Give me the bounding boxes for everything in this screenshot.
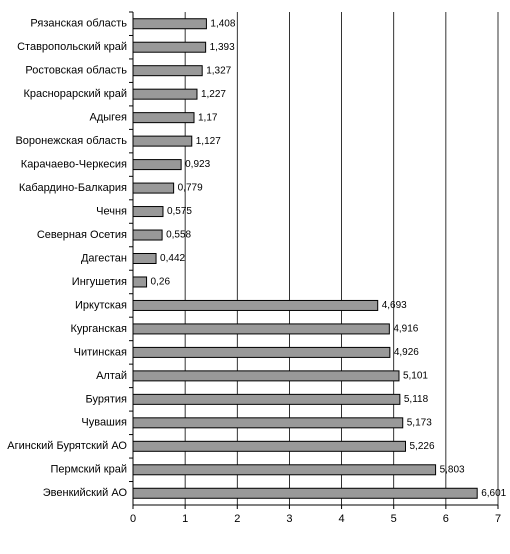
- bar: [132, 323, 390, 335]
- y-tick-label: Адыгея: [89, 112, 127, 124]
- y-tick-label: Ставропольский край: [17, 41, 127, 53]
- bar: [132, 112, 195, 124]
- x-tick-label: 3: [286, 513, 292, 525]
- y-tick-label: Чувашия: [81, 417, 127, 429]
- value-label: 1,408: [210, 18, 235, 29]
- x-tick-label: 6: [443, 513, 449, 525]
- bar: [132, 299, 379, 311]
- bar: [132, 18, 207, 30]
- bar: [132, 464, 437, 476]
- y-tick-label: Дагестан: [81, 252, 127, 264]
- y-tick-label: Иркутская: [75, 299, 127, 311]
- y-tick-label: Читинская: [74, 346, 127, 358]
- bar: [132, 253, 157, 264]
- value-label: 5,173: [407, 417, 432, 428]
- bar: [132, 440, 406, 452]
- value-label: 1,393: [210, 42, 235, 53]
- bar: [132, 229, 163, 241]
- bar: [132, 159, 182, 171]
- value-label: 5,118: [404, 394, 429, 405]
- y-tick-label: Пермский край: [50, 464, 127, 476]
- bar: [132, 65, 203, 77]
- value-label: 0,26: [151, 277, 171, 288]
- value-label: 1,127: [196, 136, 221, 147]
- bar: [132, 41, 207, 53]
- y-tick-label: Ингушетия: [72, 276, 127, 288]
- y-tick-label: Курганская: [71, 323, 128, 335]
- bar: [132, 135, 193, 147]
- x-tick-label: 1: [182, 513, 188, 525]
- x-tick-label: 5: [391, 513, 397, 525]
- value-label: 0,923: [185, 159, 210, 170]
- value-label: 0,575: [167, 206, 192, 217]
- value-label: 0,442: [160, 253, 185, 264]
- bar: [132, 182, 175, 194]
- x-tick-label: 0: [130, 513, 136, 525]
- bar: [132, 487, 478, 499]
- value-label: 6,601: [481, 488, 506, 499]
- bar: [132, 417, 404, 429]
- value-label: 5,803: [440, 464, 465, 475]
- x-tick-label: 7: [495, 513, 501, 525]
- value-label: 0,558: [166, 230, 191, 241]
- y-tick-label: Чечня: [96, 205, 127, 217]
- x-tick-label: 4: [339, 513, 345, 525]
- value-label: 5,101: [403, 371, 428, 382]
- value-label: 1,227: [201, 89, 226, 100]
- y-tick-label: Агинский Бурятский АО: [7, 440, 127, 452]
- y-tick-label: Рязанская область: [30, 18, 127, 30]
- value-label: 4,693: [382, 300, 407, 311]
- y-tick-label: Краснорарский край: [23, 88, 127, 100]
- bar: [132, 276, 148, 288]
- value-label: 0,779: [178, 183, 203, 194]
- value-label: 1,17: [198, 112, 218, 123]
- bar: [132, 370, 400, 382]
- bar: [132, 346, 391, 358]
- y-tick-label: Воронежская область: [15, 135, 127, 147]
- bar: [132, 393, 401, 405]
- value-label: 4,926: [394, 347, 419, 358]
- y-tick-label: Эвенкийский АО: [43, 487, 128, 499]
- y-tick-label: Бурятия: [86, 393, 127, 405]
- y-tick-label: Северная Осетия: [37, 229, 127, 241]
- y-tick-label: Кабардино-Балкария: [19, 182, 127, 194]
- bar: [132, 206, 164, 218]
- bar: [132, 88, 198, 100]
- value-label: 4,916: [393, 324, 418, 335]
- value-label: 1,327: [206, 65, 231, 76]
- y-tick-label: Алтай: [96, 370, 127, 382]
- y-tick-label: Карачаево-Черкесия: [21, 159, 127, 171]
- y-tick-label: Ростовская область: [25, 65, 127, 77]
- x-tick-label: 2: [234, 513, 240, 525]
- value-label: 5,226: [409, 441, 434, 452]
